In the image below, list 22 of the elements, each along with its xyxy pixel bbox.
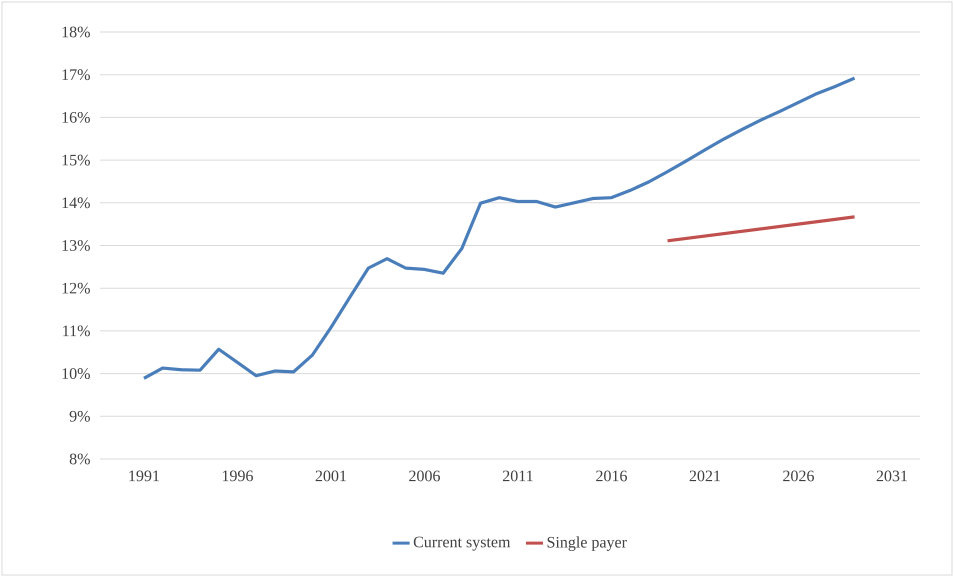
y-tick-label: 18% [62,26,90,38]
y-tick-label: 12% [62,282,90,294]
y-tick-label: 17% [62,69,90,80]
y-tick-label: 11% [63,325,90,336]
x-tick-label: 1996 [222,470,253,482]
y-tick-label: 13% [62,240,90,251]
x-tick-label: 2026 [783,470,814,482]
y-tick-label: 9% [70,410,90,422]
y-tick-label: 16% [62,112,90,123]
y-tick-label: 10% [62,368,90,380]
x-tick-label: 2021 [690,470,720,482]
legend-label: Current system [414,536,510,551]
y-tick-label: 8% [70,454,90,464]
x-tick-label: 2016 [596,470,627,482]
x-tick-label: 2031 [876,470,907,482]
x-tick-label: 1991 [129,470,159,482]
y-tick-label: 15% [62,154,90,166]
y-tick-label: 14% [62,197,90,208]
x-tick-label: 2006 [409,470,440,482]
x-tick-label: 2001 [316,470,346,482]
legend-label: Single payer [548,536,627,551]
x-tick-label: 2011 [502,470,533,482]
